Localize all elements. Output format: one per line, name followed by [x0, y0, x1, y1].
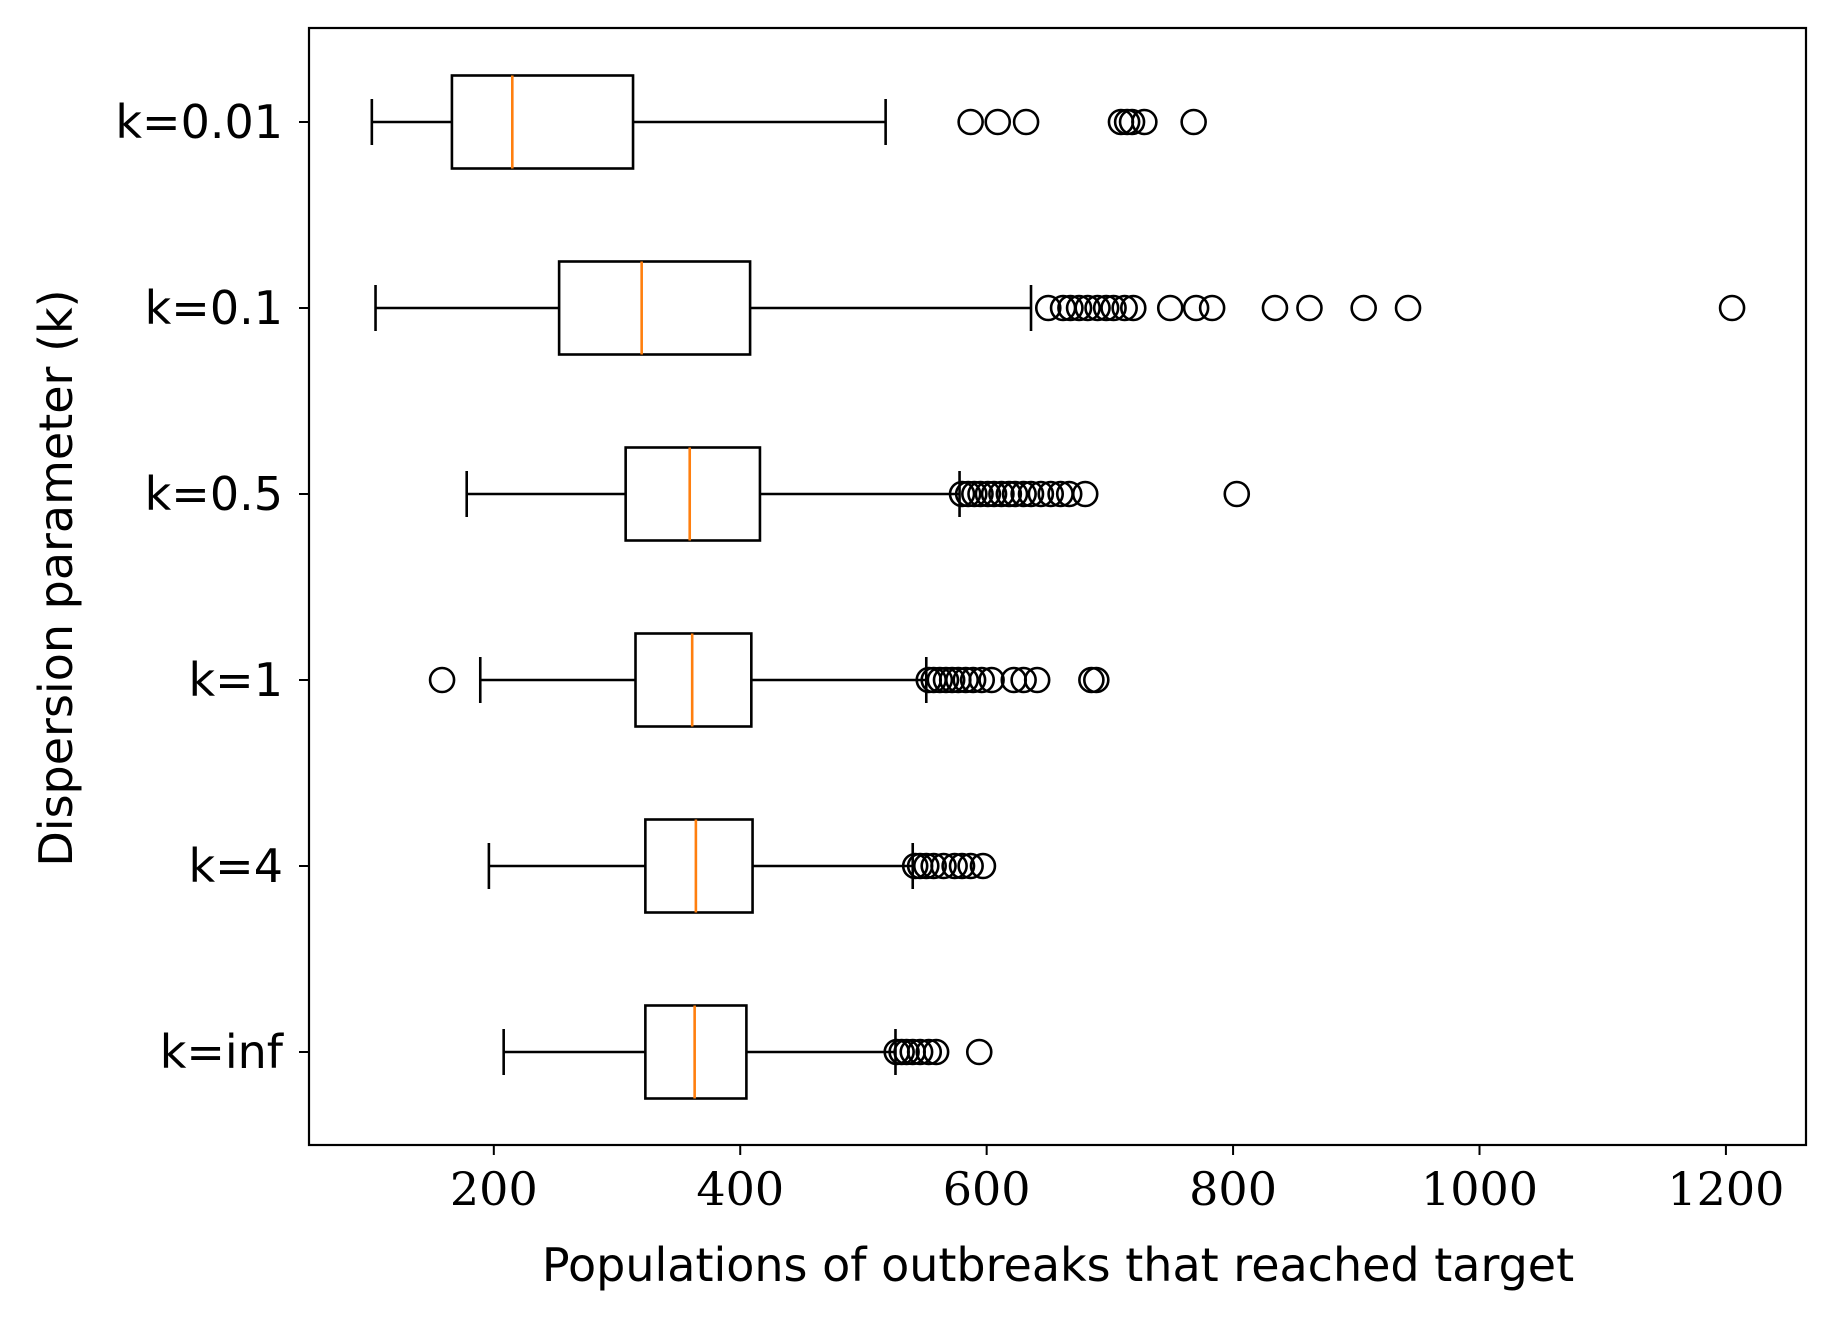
outlier-point	[941, 852, 968, 880]
outlier-point	[954, 480, 982, 508]
outlier-point	[912, 852, 940, 880]
x-tick-label: 800	[1189, 1162, 1277, 1216]
outlier-point	[1350, 294, 1377, 322]
y-tick-label: k=0.01	[115, 95, 283, 149]
y-tick-label: k=4	[189, 839, 283, 893]
outlier-point	[959, 666, 987, 694]
outlier-point	[957, 852, 984, 880]
outlier-point	[984, 108, 1012, 136]
outlier-point	[1078, 666, 1105, 694]
outlier-point	[1718, 294, 1746, 322]
outlier-point	[938, 666, 966, 694]
box-k=inf	[502, 1004, 993, 1100]
outlier-point	[906, 1038, 934, 1066]
outlier-point	[926, 666, 954, 694]
outlier-point	[1034, 294, 1062, 322]
y-axis-label: Dispersion parameter (k)	[29, 289, 83, 866]
x-tick-label: 600	[943, 1162, 1031, 1216]
outlier-point	[1182, 294, 1210, 322]
outlier-point	[915, 1038, 943, 1066]
y-tick-label: k=0.1	[145, 281, 283, 335]
outlier-point	[974, 480, 1002, 508]
box-k=0.01	[370, 74, 1207, 170]
outlier-point	[1001, 480, 1029, 508]
outlier-point	[1198, 294, 1226, 322]
outlier-point	[893, 1038, 920, 1066]
outlier-point	[1010, 480, 1037, 508]
outlier-point	[930, 852, 957, 880]
box-k=0.5	[465, 446, 1251, 542]
y-tick-label: k=1	[189, 653, 283, 707]
outlier-point	[957, 108, 984, 136]
x-axis: 200 400 600 800 1000 1200	[450, 1145, 1784, 1216]
iqr-box	[624, 446, 762, 542]
outlier-point	[1074, 294, 1101, 322]
outlier-point	[978, 666, 1005, 694]
outlier-point	[1118, 108, 1146, 136]
outlier-point	[995, 480, 1023, 508]
outlier-point	[920, 852, 947, 880]
outlier-point	[952, 666, 980, 694]
outlier-point	[932, 666, 960, 694]
outlier-point	[1156, 294, 1184, 322]
outlier-point	[1010, 666, 1037, 694]
outlier-point	[1111, 294, 1138, 322]
outlier-point	[1261, 294, 1289, 322]
plot-frame	[307, 26, 1808, 1147]
outlier-point	[948, 480, 976, 508]
outlier-point	[969, 852, 997, 880]
x-tick-label: 400	[696, 1162, 784, 1216]
outlier-point	[980, 480, 1008, 508]
outlier-point	[1083, 666, 1110, 694]
outlier-point	[1100, 294, 1127, 322]
outlier-point	[961, 480, 988, 508]
outlier-point	[1012, 108, 1040, 136]
outlier-point	[1017, 480, 1045, 508]
outlier-point	[967, 480, 994, 508]
x-tick-label: 200	[450, 1162, 538, 1216]
iqr-box	[644, 818, 754, 914]
outlier-point	[1394, 294, 1422, 322]
outlier-point	[1057, 294, 1084, 322]
y-tick-label: k=inf	[160, 1025, 285, 1079]
outlier-point	[922, 1038, 950, 1066]
box-k=0.1	[374, 260, 1746, 356]
outlier-point	[428, 666, 456, 694]
box-k=4	[487, 818, 997, 914]
outlier-point	[948, 852, 976, 880]
iqr-box	[450, 74, 635, 170]
outlier-point	[1180, 108, 1207, 136]
y-tick-label: k=0.5	[145, 467, 283, 521]
outlier-point	[1131, 108, 1158, 136]
outlier-point	[1084, 294, 1111, 322]
outlier-point	[1037, 480, 1065, 508]
y-axis: k=0.01 k=0.1 k=0.5 k=1 k=4 k=inf	[115, 95, 309, 1079]
outlier-point	[968, 666, 996, 694]
iqr-box	[557, 260, 752, 356]
chart-marks	[370, 74, 1746, 1100]
outlier-point	[1223, 480, 1251, 508]
x-tick-label: 1200	[1667, 1162, 1784, 1216]
outlier-point	[1119, 294, 1147, 322]
x-axis-label: Populations of outbreaks that reached ta…	[542, 1238, 1574, 1292]
outlier-point	[1023, 666, 1051, 694]
outlier-point	[1065, 294, 1093, 322]
outlier-point	[988, 480, 1015, 508]
outlier-point	[1027, 480, 1055, 508]
outlier-point	[1092, 294, 1120, 322]
x-tick-label: 1000	[1421, 1162, 1538, 1216]
outlier-point	[1296, 294, 1323, 322]
outlier-point	[1071, 480, 1099, 508]
box-k=1	[428, 632, 1110, 728]
outlier-point	[1055, 480, 1083, 508]
outlier-point	[965, 1038, 993, 1066]
